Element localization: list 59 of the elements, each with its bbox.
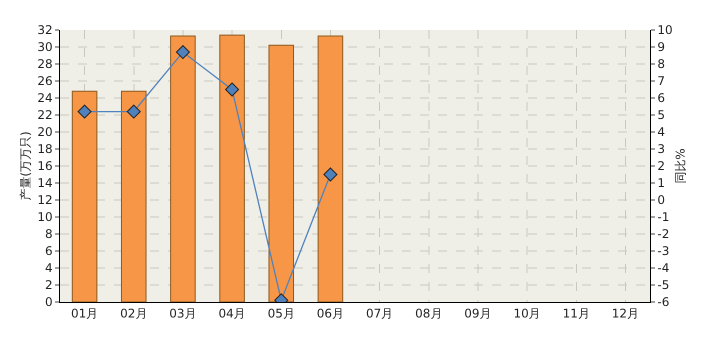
y-tick-label: 12 [37, 193, 53, 208]
bar [170, 35, 196, 302]
y-tick-label: 30 [37, 40, 53, 54]
y-tick-label: 10 [37, 210, 53, 224]
x-tick-label: 09月 [464, 306, 492, 320]
x-tick-label: 06月 [316, 306, 344, 320]
y2-tick-label: 4 [657, 125, 666, 140]
bar [268, 44, 294, 302]
point [323, 168, 338, 182]
y-tick-label: 6 [44, 244, 53, 258]
y2-tick-label: -6 [657, 295, 670, 310]
y2-tick-label: 1 [657, 176, 666, 190]
y-tick-label: 26 [37, 74, 53, 88]
x-tick-label: 11月 [562, 306, 590, 320]
y2-tick-label: -1 [657, 210, 670, 224]
point [225, 82, 240, 96]
y2-tick-label: 2 [657, 159, 666, 174]
y2-axis-title: 同比% [674, 148, 688, 184]
x-tick-label: 07月 [366, 306, 394, 320]
y-tick-label: 32 [37, 23, 53, 38]
y2-tick-label: 9 [657, 40, 666, 54]
y2-tick-label: -3 [657, 244, 670, 258]
x-tick-label: 01月 [70, 306, 98, 320]
x-tick-label: 02月 [120, 306, 148, 320]
y-axis-title: 产量(万万只) [18, 131, 33, 201]
y2-tick-label: 0 [657, 193, 666, 208]
y2-tick-label: -4 [657, 261, 670, 276]
y-tick-label: 28 [37, 57, 53, 72]
y2-tick-label: 7 [657, 74, 666, 88]
point [126, 104, 141, 119]
x-tick-label: 03月 [169, 306, 197, 320]
point [176, 45, 190, 60]
x-tick-label: 12月 [612, 306, 640, 320]
y-tick-label: 8 [44, 227, 53, 242]
x-tick-label: 04月 [218, 306, 246, 320]
y-tick-label: 22 [37, 108, 53, 122]
y2-tick-label: 3 [657, 142, 666, 156]
y-tick-label: 24 [37, 91, 53, 106]
y2-tick-label: 10 [657, 23, 673, 38]
y-tick-label: 18 [37, 142, 53, 156]
x-tick-label: 08月 [415, 306, 442, 320]
y2-tick-label: -5 [657, 278, 670, 292]
point [78, 104, 92, 119]
bar [219, 34, 245, 302]
bar [120, 90, 147, 302]
y2-tick-label: 5 [657, 108, 666, 122]
bar [72, 90, 98, 302]
y2-tick-label: 8 [657, 57, 666, 72]
y-tick-label: 2 [44, 278, 53, 292]
y-tick-label: 0 [44, 295, 53, 310]
bar [318, 35, 344, 302]
y-tick-label: 4 [44, 261, 53, 276]
x-tick-label: 05月 [268, 306, 295, 320]
y-tick-label: 14 [37, 176, 53, 190]
y2-tick-label: 6 [657, 91, 666, 106]
y-tick-label: 20 [37, 125, 53, 140]
y-tick-label: 16 [37, 159, 53, 174]
x-tick-label: 10月 [513, 306, 541, 320]
y2-tick-label: -2 [657, 227, 670, 242]
